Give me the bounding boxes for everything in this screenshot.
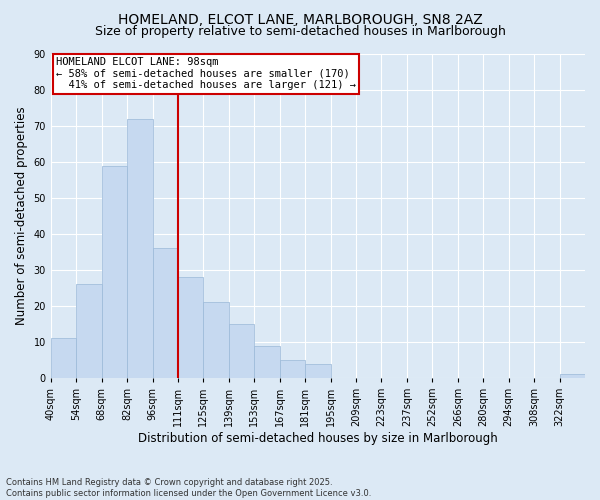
Bar	[101, 166, 127, 378]
Text: Contains HM Land Registry data © Crown copyright and database right 2025.
Contai: Contains HM Land Registry data © Crown c…	[6, 478, 371, 498]
Bar	[76, 284, 101, 378]
Text: HOMELAND, ELCOT LANE, MARLBOROUGH, SN8 2AZ: HOMELAND, ELCOT LANE, MARLBOROUGH, SN8 2…	[118, 12, 482, 26]
Bar	[560, 374, 585, 378]
Bar	[203, 302, 229, 378]
Bar	[229, 324, 254, 378]
Text: HOMELAND ELCOT LANE: 98sqm
← 58% of semi-detached houses are smaller (170)
  41%: HOMELAND ELCOT LANE: 98sqm ← 58% of semi…	[56, 57, 356, 90]
Bar	[280, 360, 305, 378]
Bar	[51, 338, 76, 378]
Bar	[178, 277, 203, 378]
Text: Size of property relative to semi-detached houses in Marlborough: Size of property relative to semi-detach…	[95, 25, 505, 38]
Bar	[254, 346, 280, 378]
Y-axis label: Number of semi-detached properties: Number of semi-detached properties	[15, 106, 28, 326]
Bar	[152, 248, 178, 378]
Bar	[127, 119, 152, 378]
X-axis label: Distribution of semi-detached houses by size in Marlborough: Distribution of semi-detached houses by …	[138, 432, 498, 445]
Bar	[305, 364, 331, 378]
